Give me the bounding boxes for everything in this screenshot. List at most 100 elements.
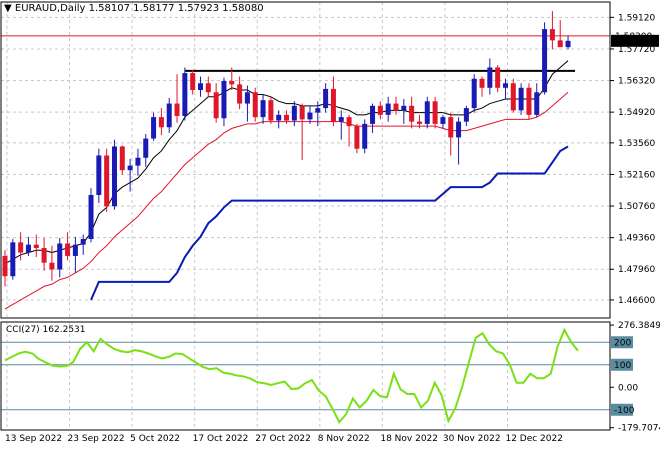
current-price-label: 1.58080 <box>615 37 652 47</box>
candle <box>510 78 516 113</box>
y-axis-label: 1.57720 <box>618 45 655 55</box>
candle <box>424 96 430 129</box>
candle <box>252 87 258 122</box>
cci-line <box>4 327 579 424</box>
trailing-stop-line <box>90 145 569 301</box>
candle <box>213 83 219 123</box>
cci-axis-label: -179.7074 <box>618 424 660 434</box>
candle <box>416 114 422 129</box>
candle-body <box>463 108 469 122</box>
candle <box>205 76 211 97</box>
candle <box>244 85 250 122</box>
x-axis-label: 30 Nov 2022 <box>443 434 501 444</box>
cci-title: CCI(27) 162.2531 <box>6 325 86 335</box>
candle <box>565 35 571 50</box>
candle <box>471 74 477 113</box>
candle-body <box>252 92 258 118</box>
candle <box>385 96 391 122</box>
candle-body <box>385 103 391 115</box>
candle <box>284 110 290 124</box>
y-axis-label: 1.46600 <box>618 296 655 306</box>
y-axis-label: 1.47960 <box>618 265 655 275</box>
candle <box>291 101 297 127</box>
candle-body <box>135 157 141 166</box>
candle-body <box>432 101 438 124</box>
candle-body <box>158 117 164 128</box>
candle-body <box>213 92 219 119</box>
cci-axis-label: 200 <box>614 338 631 348</box>
candle-body <box>143 138 149 158</box>
candle-body <box>284 114 290 121</box>
cci-axis-label: -100 <box>614 406 635 416</box>
candle-body <box>495 67 501 88</box>
y-axis-label: 1.59120 <box>618 13 655 23</box>
candle-body <box>127 165 133 171</box>
candle <box>362 119 368 154</box>
x-axis-label: 13 Sep 2022 <box>5 434 62 444</box>
candle <box>346 114 352 147</box>
candle-body <box>510 83 516 111</box>
candle <box>432 96 438 129</box>
y-axis-label: 1.54920 <box>618 108 655 118</box>
candle <box>299 103 305 160</box>
candle-body <box>229 81 235 85</box>
candle <box>370 103 376 133</box>
cci-axis-label: 0.00 <box>618 383 638 393</box>
candle-body <box>260 100 266 118</box>
candle-body <box>487 67 493 88</box>
candle-body <box>456 121 462 138</box>
candle-body <box>268 100 274 121</box>
candle <box>229 67 235 91</box>
candle <box>158 108 164 136</box>
ohlc-high: 1.58177 <box>133 3 175 14</box>
candle-body <box>276 114 282 121</box>
cci-axis-label: 276.3849 <box>618 321 660 331</box>
candle <box>65 232 71 261</box>
candle-body <box>377 105 383 115</box>
candle-body <box>96 155 102 195</box>
cci-panel-frame <box>0 321 611 431</box>
candle-body <box>72 244 78 256</box>
candle-body <box>57 243 63 270</box>
main-price-panel <box>1 11 610 310</box>
candle-body <box>190 73 196 91</box>
candle <box>542 22 548 95</box>
x-axis-label: 12 Dec 2022 <box>505 434 562 444</box>
x-axis-label: 18 Nov 2022 <box>380 434 438 444</box>
candle-body <box>401 105 407 111</box>
candle <box>80 234 86 255</box>
candle <box>557 20 563 48</box>
candle-body <box>307 112 313 120</box>
candle-body <box>518 87 524 111</box>
grid <box>1 2 610 430</box>
candle-body <box>10 242 16 277</box>
candle <box>315 101 321 127</box>
ohlc-open: 1.58107 <box>88 3 130 14</box>
candle-body <box>370 105 376 124</box>
candle-body <box>221 81 227 119</box>
y-axis-label: 1.50760 <box>618 202 655 212</box>
candle <box>88 188 94 243</box>
candle <box>487 58 493 95</box>
candle <box>502 78 508 100</box>
candle-body <box>440 117 446 124</box>
symbol-dropdown-icon[interactable]: ▼ <box>4 3 12 14</box>
y-axis-label: 1.49360 <box>618 234 655 244</box>
candle <box>401 99 407 124</box>
candle-body <box>315 108 321 113</box>
candle-body <box>49 262 55 270</box>
candle-body <box>338 117 344 122</box>
candle-body <box>119 146 125 171</box>
candle-body <box>2 255 8 277</box>
cci-level-tag <box>611 403 633 416</box>
candle-body <box>448 117 454 138</box>
candle-body <box>542 29 548 93</box>
candle-body <box>557 40 563 48</box>
candle-body <box>416 121 422 124</box>
candle <box>25 236 31 256</box>
cci-axis-label: 100 <box>614 361 631 371</box>
candle <box>463 105 469 127</box>
x-axis-label: 5 Oct 2022 <box>130 434 180 444</box>
